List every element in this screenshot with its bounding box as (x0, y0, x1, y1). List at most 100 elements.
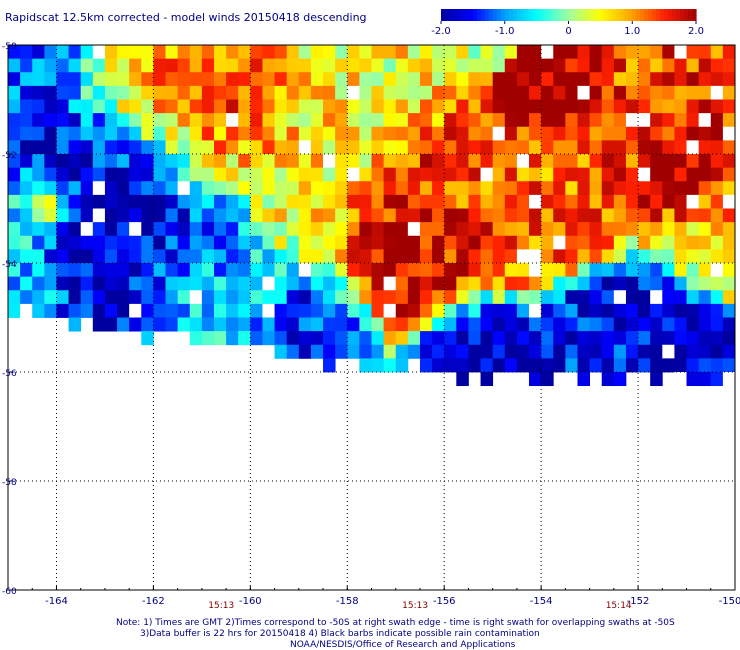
heatmap-cell (541, 331, 554, 346)
heatmap-cell (238, 167, 251, 182)
heatmap-cell (395, 113, 409, 128)
heatmap-cell (347, 317, 360, 332)
heatmap-cell (710, 154, 724, 169)
colorbar-swatch (556, 9, 562, 21)
heatmap-cell (625, 72, 639, 87)
heatmap-cell (250, 181, 263, 196)
heatmap-cell (92, 140, 106, 155)
heatmap-cell (407, 194, 421, 209)
heatmap-cell (359, 263, 372, 278)
heatmap-cell (504, 45, 518, 60)
heatmap-cell (129, 126, 142, 141)
heatmap-cell (553, 358, 566, 373)
heatmap-cell (80, 276, 94, 291)
heatmap-cell (371, 181, 385, 196)
heatmap-cell (419, 140, 433, 155)
heatmap-cell (165, 72, 179, 87)
heatmap-cell (419, 85, 433, 100)
heatmap-cell (516, 194, 530, 209)
heatmap-cell (613, 222, 627, 237)
heatmap-cell (359, 99, 372, 114)
heatmap-cell (213, 235, 227, 250)
heatmap-cell (529, 249, 542, 264)
heatmap-cell (625, 194, 639, 209)
heatmap-cell (165, 235, 179, 250)
heatmap-cell (419, 344, 433, 359)
heatmap-cell (274, 85, 288, 100)
heatmap-cell (577, 72, 590, 87)
heatmap-cell (407, 263, 421, 278)
heatmap-cell (613, 99, 627, 114)
heatmap-cell (529, 167, 542, 182)
heatmap-cell (686, 208, 700, 223)
heatmap-cell (104, 154, 118, 169)
heatmap-cell (310, 140, 324, 155)
heatmap-cell (529, 113, 542, 128)
heatmap-cell (407, 140, 421, 155)
heatmap-cell (638, 45, 651, 60)
heatmap-cell (238, 154, 251, 169)
heatmap-cell (347, 58, 360, 73)
heatmap-cell (165, 58, 179, 73)
heatmap-cell (516, 126, 530, 141)
heatmap-cell (92, 303, 106, 318)
heatmap-cell (589, 167, 603, 182)
heatmap-cell (686, 85, 700, 100)
heatmap-cell (456, 140, 469, 155)
heatmap-cell (456, 235, 469, 250)
heatmap-cell (638, 290, 651, 305)
heatmap-cell (226, 208, 239, 223)
heatmap-cell (68, 167, 82, 182)
heatmap-cell (407, 85, 421, 100)
heatmap-cell (286, 208, 300, 223)
heatmap-cell (347, 208, 360, 223)
heatmap-cell (226, 126, 239, 141)
colorbar-swatch (656, 9, 661, 21)
colorbar-swatch (488, 9, 494, 21)
colorbar-swatch (456, 9, 462, 21)
heatmap-cell (480, 235, 494, 250)
heatmap-cell (650, 344, 663, 359)
heatmap-cell (213, 194, 227, 209)
heatmap-cell (20, 181, 33, 196)
heatmap-cell (213, 167, 227, 182)
heatmap-cell (613, 317, 627, 332)
heatmap-cell (650, 45, 663, 60)
heatmap-cell (92, 126, 106, 141)
x-tick-label: -160 (239, 596, 262, 607)
heatmap-cell (371, 276, 385, 291)
heatmap-cell (141, 72, 154, 87)
heatmap-cell (226, 317, 239, 332)
heatmap-cell (68, 126, 82, 141)
heatmap-cell (456, 58, 469, 73)
heatmap-cell (686, 303, 700, 318)
heatmap-cell (710, 263, 724, 278)
heatmap-cell (32, 235, 45, 250)
heatmap-cell (638, 194, 651, 209)
heatmap-cell (541, 72, 554, 87)
heatmap-cell (395, 344, 409, 359)
heatmap-cell (638, 167, 651, 182)
heatmap-cell (323, 249, 336, 264)
colorbar-swatch (616, 9, 621, 21)
heatmap-cell (577, 140, 590, 155)
heatmap-cell (177, 235, 191, 250)
heatmap-cell (444, 181, 457, 196)
heatmap-cell (177, 303, 191, 318)
heatmap-cell (710, 208, 724, 223)
heatmap-cell (432, 113, 445, 128)
heatmap-cell (335, 317, 348, 332)
heatmap-cell (141, 45, 154, 60)
heatmap-cell (601, 181, 615, 196)
heatmap-cell (310, 303, 324, 318)
heatmap-cell (129, 317, 142, 332)
heatmap-cell (226, 263, 239, 278)
heatmap-cell (638, 58, 651, 73)
x-tick-label: -154 (530, 596, 553, 607)
heatmap-cell (44, 303, 57, 318)
heatmap-cell (44, 208, 57, 223)
heatmap-cell (177, 222, 191, 237)
heatmap-cell (638, 249, 651, 264)
heatmap-cell (468, 126, 481, 141)
